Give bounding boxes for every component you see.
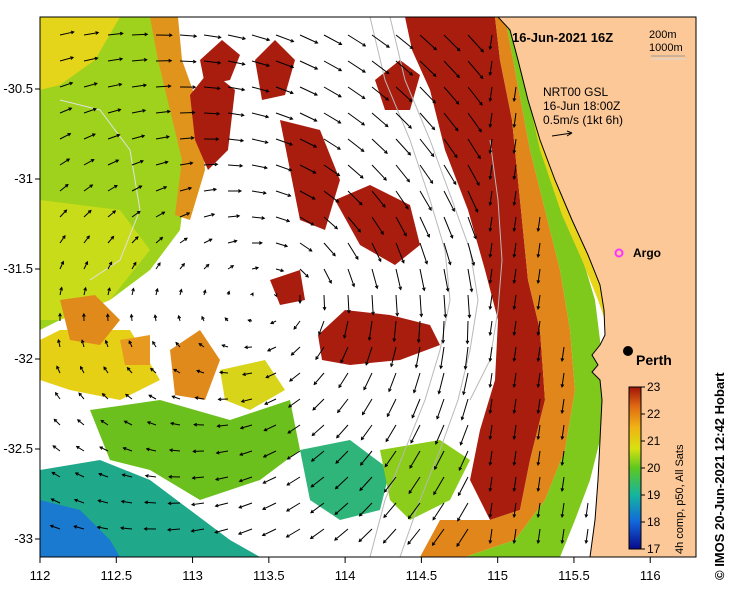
contour-legend-200m: 200m [649, 29, 677, 41]
perth-label: Perth [636, 352, 672, 368]
colorbar-tick-label: 21 [647, 434, 661, 448]
x-tick-label: 114 [335, 568, 356, 583]
colorbar-tick-label: 18 [647, 515, 661, 529]
current-time: 16-Jun 18:00Z [543, 99, 620, 113]
current-arrow [324, 295, 325, 310]
x-tick-label: 116 [640, 568, 661, 583]
x-tick-label: 113 [182, 568, 203, 583]
y-tick-label: -30.5 [3, 81, 33, 96]
date-title: 16-Jun-2021 16Z [512, 30, 613, 45]
current-source: NRT00 GSL [543, 85, 608, 99]
y-tick-label: -31 [14, 171, 33, 186]
x-axis-ticks: 112 112.5 113 113.5 114 114.5 115 115.5 116 [30, 557, 661, 583]
current-scale-text: 0.5m/s (1kt 6h) [543, 113, 623, 127]
credit-text: © IMOS 20-Jun-2021 12:42 Hobart [712, 372, 727, 580]
x-tick-label: 112 [30, 568, 51, 583]
colorbar-label: 4h comp, p50, All Sats [674, 444, 686, 554]
colorbar-gradient [629, 387, 641, 549]
colorbar-tick-label: 19 [647, 488, 661, 502]
current-arrow [467, 321, 468, 343]
x-tick-label: 113.5 [253, 568, 285, 583]
perth-city-marker[interactable] [623, 346, 633, 356]
y-axis-ticks: -30.5 -31 -31.5 -32 -32.5 -33 [3, 81, 40, 546]
y-tick-label: -32.5 [3, 441, 33, 456]
x-tick-label: 112.5 [100, 568, 132, 583]
x-tick-label: 115.5 [558, 568, 590, 583]
y-tick-label: -31.5 [3, 261, 33, 276]
x-tick-label: 115 [487, 568, 508, 583]
colorbar-tick-label: 23 [647, 380, 661, 394]
colorbar-tick-label: 20 [647, 461, 661, 475]
y-tick-label: -33 [14, 531, 33, 546]
colorbar-tick-label: 22 [647, 407, 661, 421]
argo-label: Argo [633, 246, 661, 260]
contour-legend-1000m: 1000m [649, 42, 683, 54]
y-tick-label: -32 [14, 351, 33, 366]
sst-mid-orange-3 [120, 335, 150, 365]
x-tick-label: 114.5 [406, 568, 438, 583]
current-arrow [180, 112, 195, 113]
colorbar-tick-label: 17 [647, 542, 661, 556]
